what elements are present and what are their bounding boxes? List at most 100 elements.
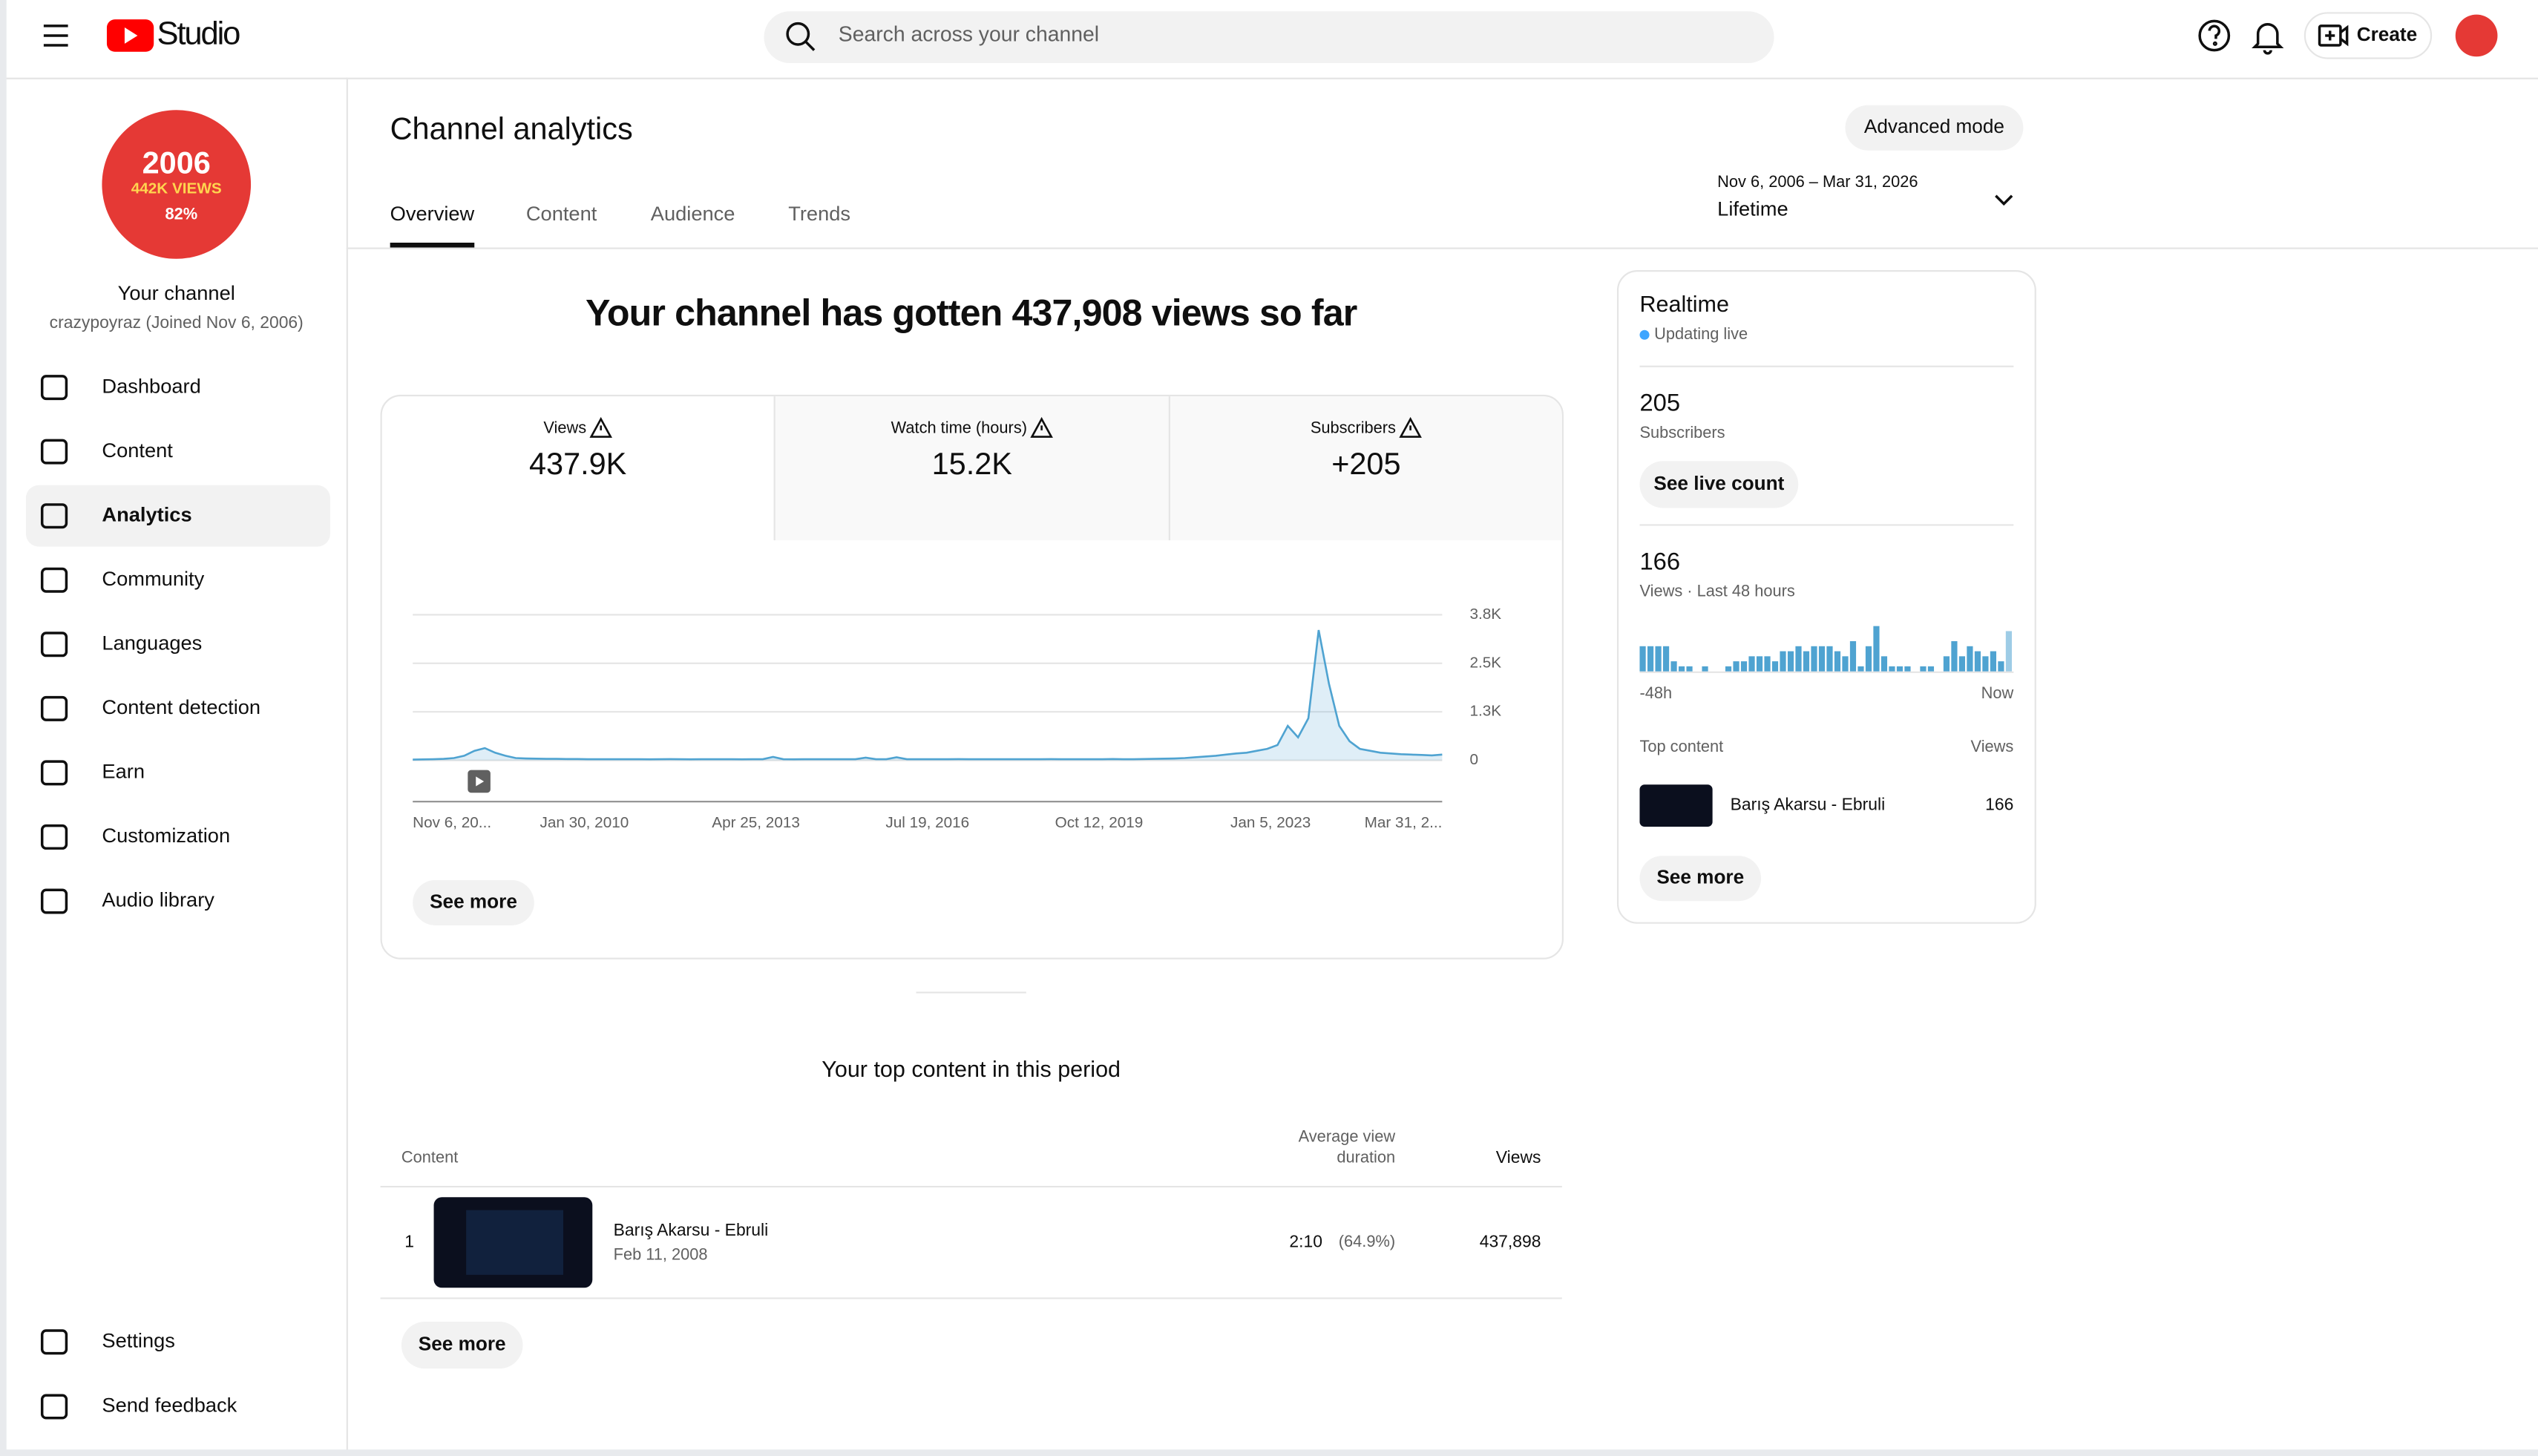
see-live-count-button[interactable]: [1639, 461, 1799, 508]
nav-item[interactable]: Send feedback: [102, 1394, 237, 1417]
y-tick-label: 1.3K: [1469, 703, 1501, 720]
nav-item[interactable]: Audio library: [102, 888, 214, 911]
video-marker-play: [476, 776, 485, 787]
nav-icon: [40, 695, 68, 721]
bar: [1865, 646, 1872, 672]
video-thumbnail[interactable]: [1639, 784, 1713, 827]
help-icon[interactable]: [2198, 19, 2231, 52]
x-tick-label: Jul 19, 2016: [885, 814, 969, 831]
nav-item[interactable]: Dashboard: [102, 374, 200, 397]
search-icon: [786, 22, 816, 51]
nav-item[interactable]: Languages: [102, 632, 202, 655]
bar: [1834, 651, 1841, 672]
y-tick-label: 2.5K: [1469, 654, 1501, 671]
headline: Your channel has gotten 437,908 views so…: [586, 292, 1357, 333]
nav-icon: [40, 888, 68, 914]
video-views: 166: [1985, 795, 2013, 814]
nav-icon: [40, 503, 68, 529]
nav-icon: [40, 375, 68, 401]
warning-icon: [1399, 416, 1422, 438]
x-tick-label: Jan 5, 2023: [1230, 814, 1311, 831]
video-views: 437,898: [1480, 1231, 1541, 1250]
bar: [1849, 641, 1857, 672]
nav-icon: [40, 824, 68, 850]
advanced-mode-button[interactable]: [1845, 105, 2024, 151]
column-header: duration: [1337, 1148, 1395, 1167]
nav-active-bg: [25, 485, 330, 547]
tab[interactable]: Overview: [390, 202, 475, 225]
live-status: Updating live: [1654, 324, 1748, 343]
bar: [1974, 651, 1981, 672]
tab[interactable]: Trends: [788, 202, 850, 225]
x-tick-label: Jan 30, 2010: [540, 814, 629, 831]
bar: [1958, 656, 1966, 672]
see-more-button[interactable]: [1639, 856, 1762, 902]
bar: [1740, 661, 1748, 672]
y-tick-label: 0: [1469, 751, 1478, 768]
menu-icon[interactable]: [43, 24, 68, 47]
channel-title: Your channel: [118, 281, 235, 304]
search-box[interactable]: [764, 11, 1774, 64]
channel-avatar[interactable]: [102, 110, 252, 259]
nav-icon: [40, 1329, 68, 1355]
nav-icon: [40, 439, 68, 465]
video-title[interactable]: Barış Akarsu - Ebruli: [614, 1220, 769, 1239]
create-icon: [2318, 24, 2349, 47]
nav-item[interactable]: Earn: [102, 760, 145, 783]
tab[interactable]: Audience: [651, 202, 735, 225]
nav-item[interactable]: Settings: [102, 1329, 174, 1352]
nav-item[interactable]: Analytics: [102, 502, 191, 525]
chart-end-label: Now: [1981, 683, 2014, 702]
bar: [1748, 656, 1755, 672]
nav-item[interactable]: Customization: [102, 824, 230, 847]
nav-icon: [40, 760, 68, 786]
nav-item[interactable]: Content detection: [102, 695, 260, 718]
warning-icon: [1030, 416, 1053, 438]
see-more-button[interactable]: [401, 1322, 523, 1369]
bar: [1787, 651, 1794, 672]
realtime-chart: [1639, 626, 2014, 673]
bar: [1896, 666, 1904, 672]
nav-item[interactable]: Community: [102, 567, 204, 590]
bar: [1686, 666, 1693, 672]
bar: [1764, 656, 1771, 672]
bar: [1771, 661, 1779, 672]
bar: [1662, 646, 1670, 672]
metric-tabs-inactive: [774, 396, 1562, 541]
see-live-count-label: See live count: [1653, 472, 1784, 494]
bar: [1880, 656, 1888, 672]
bar: [1756, 656, 1763, 672]
x-tick-label: Mar 31, 2...: [1365, 814, 1443, 831]
thumbnail-detail: [466, 1210, 564, 1275]
metric-value[interactable]: +205: [1331, 446, 1400, 481]
bar: [1702, 666, 1708, 672]
metrics: Views 437.9K Watch time (hours) 15.2K Subscr…: [529, 416, 1422, 481]
views-chart: 0 1.3K 2.5K 3.8K Nov 6, 20... Jan 30, 2010 Apr…: [413, 606, 1501, 831]
line-area: [413, 630, 1443, 761]
realtime-card: [1616, 270, 2036, 924]
tab[interactable]: Content: [526, 202, 597, 225]
bar: [1639, 646, 1646, 672]
bar: [1803, 651, 1810, 672]
metric-label: Watch time (hours): [891, 418, 1027, 436]
bar: [1725, 666, 1732, 672]
column-header: Views: [1496, 1147, 1541, 1167]
bar: [1647, 646, 1654, 672]
avg-duration: 2:10: [1289, 1231, 1322, 1250]
column-header: Content: [401, 1148, 458, 1167]
bar: [1889, 666, 1895, 672]
create-button[interactable]: [2303, 12, 2433, 59]
nav-item[interactable]: Content: [102, 439, 173, 462]
metric-value[interactable]: 437.9K: [529, 446, 627, 481]
period-dropdown[interactable]: [1995, 194, 2013, 206]
account-avatar[interactable]: [2455, 14, 2498, 57]
metric-value[interactable]: 15.2K: [932, 446, 1013, 481]
x-tick-label: Apr 25, 2013: [712, 814, 800, 831]
see-more-button[interactable]: [413, 879, 534, 925]
logo-text[interactable]: Studio: [157, 16, 242, 51]
bar: [1943, 656, 1950, 672]
video-date: Feb 11, 2008: [614, 1245, 708, 1263]
video-title[interactable]: Barış Akarsu - Ebruli: [1731, 795, 1886, 814]
bell-icon[interactable]: [2252, 22, 2284, 55]
bar: [1904, 666, 1911, 672]
